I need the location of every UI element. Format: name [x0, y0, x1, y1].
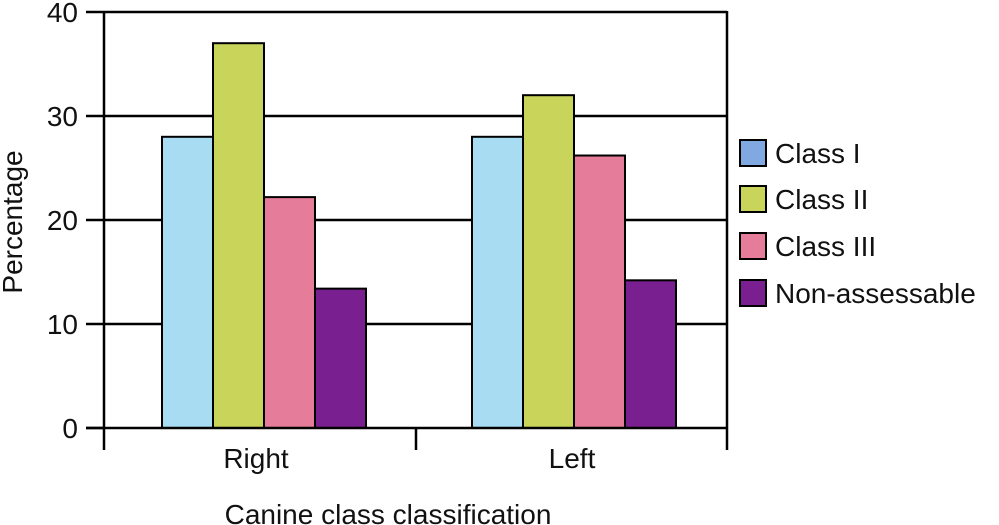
y-axis-title: Percentage [0, 150, 28, 293]
x-axis-title: Canine class classification [225, 499, 552, 525]
y-tick-labels: 0 10 20 30 40 [47, 0, 78, 444]
y-tick-label-40: 40 [47, 0, 78, 28]
legend-label-class-ii: Class II [775, 184, 868, 215]
legend-swatch-non-assessable [740, 280, 766, 306]
category-label-left: Left [549, 443, 596, 474]
y-tick-label-0: 0 [62, 413, 78, 444]
bar-left-non-assessable [625, 280, 676, 428]
legend: Class I Class II Class III Non-assessable [740, 138, 976, 309]
y-tick-label-20: 20 [47, 205, 78, 236]
bar-right-class-ii [213, 43, 264, 428]
legend-swatch-class-i [740, 140, 766, 166]
legend-label-non-assessable: Non-assessable [775, 278, 976, 309]
bar-right-class-iii [264, 197, 315, 428]
bar-left-class-iii [574, 156, 625, 428]
x-tick-labels: Right Left [223, 443, 595, 474]
bar-left-class-ii [523, 95, 574, 428]
bar-left-class-i [472, 137, 523, 428]
bar-right-non-assessable [315, 289, 366, 428]
legend-label-class-iii: Class III [775, 231, 876, 262]
legend-swatch-class-ii [740, 186, 766, 212]
bar-right-class-i [162, 137, 213, 428]
bars [162, 43, 676, 428]
legend-swatch-class-iii [740, 233, 766, 259]
legend-label-class-i: Class I [775, 138, 861, 169]
y-tick-label-30: 30 [47, 101, 78, 132]
category-label-right: Right [223, 443, 289, 474]
y-tick-label-10: 10 [47, 309, 78, 340]
